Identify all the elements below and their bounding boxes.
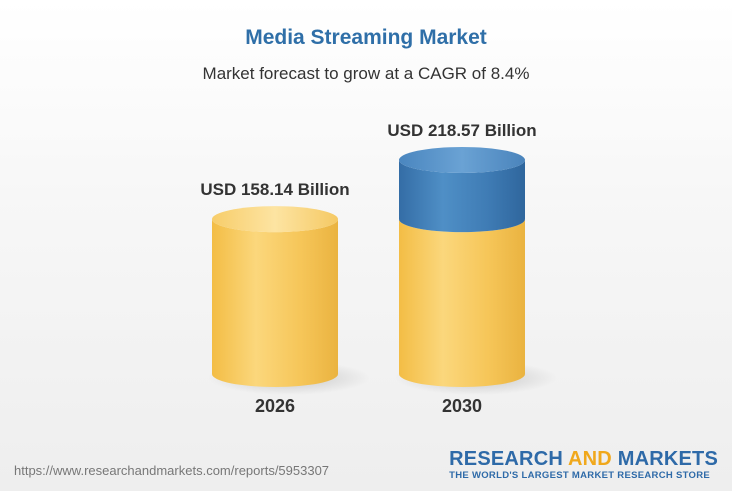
- bar-top-cap: [399, 147, 525, 173]
- x-tick-label: 2026: [255, 396, 295, 416]
- brand-word-and: AND: [568, 448, 612, 470]
- brand-tagline: THE WORLD'S LARGEST MARKET RESEARCH STOR…: [449, 470, 711, 481]
- bar-growth-segment: [399, 160, 525, 233]
- bar-base-segment: [399, 219, 526, 387]
- bar-base-segment: [212, 219, 338, 387]
- brand-logo: RESEARCH AND MARKETS THE WORLD'S LARGEST…: [449, 448, 718, 482]
- brand-name: RESEARCH AND MARKETS: [449, 448, 718, 470]
- brand-word-markets: MARKETS: [617, 448, 718, 470]
- bar-2026: [208, 206, 370, 395]
- bar-2030: [395, 147, 557, 395]
- x-tick-label: 2030: [442, 396, 482, 416]
- bar-value-label: USD 218.57 Billion: [387, 121, 536, 140]
- chart-title: Media Streaming Market: [245, 26, 487, 49]
- bar-value-label: USD 158.14 Billion: [200, 180, 349, 199]
- bar-top-cap: [212, 206, 338, 233]
- source-url[interactable]: https://www.researchandmarkets.com/repor…: [14, 463, 330, 478]
- chart-subtitle: Market forecast to grow at a CAGR of 8.4…: [202, 64, 530, 83]
- brand-word-research: RESEARCH: [449, 448, 563, 470]
